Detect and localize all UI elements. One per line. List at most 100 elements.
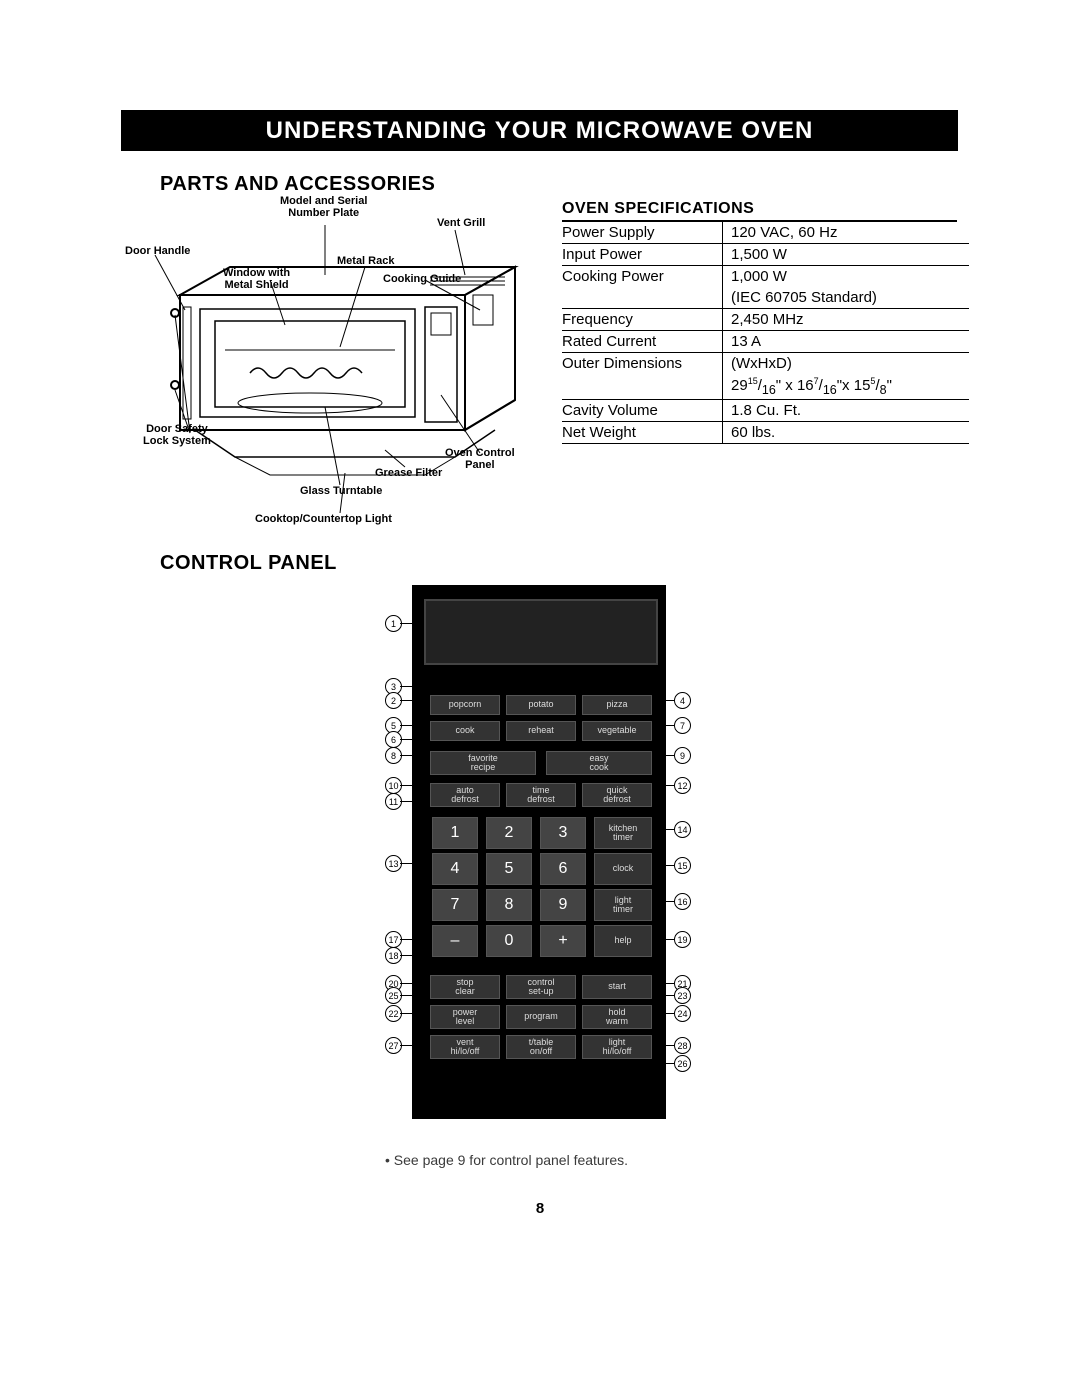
callout-9: 9: [674, 747, 691, 764]
control-panel: popcorn potato pizza cook reheat vegetable fav…: [412, 585, 666, 1119]
key--[interactable]: +: [540, 925, 586, 957]
callout-line: [662, 865, 674, 866]
label-grease-filter: Grease Filter: [375, 467, 442, 479]
callout-12: 12: [674, 777, 691, 794]
callout-4: 4: [674, 692, 691, 709]
button-vegetable[interactable]: vegetable: [582, 721, 652, 741]
key-1[interactable]: 1: [432, 817, 478, 849]
spec-val: (IEC 60705 Standard): [723, 287, 970, 309]
spec-key: Power Supply: [562, 222, 723, 244]
spec-val: (WxHxD): [723, 353, 970, 375]
button-power-level[interactable]: powerlevel: [430, 1005, 500, 1029]
spec-val: 60 lbs.: [723, 422, 970, 444]
callout-15: 15: [674, 857, 691, 874]
key-7[interactable]: 7: [432, 889, 478, 921]
spec-key: Frequency: [562, 309, 723, 331]
button-favorite-recipe[interactable]: favoriterecipe: [430, 751, 536, 775]
callout-line: [400, 801, 416, 802]
spec-val: 1.8 Cu. Ft.: [723, 400, 970, 422]
button-start[interactable]: start: [582, 975, 652, 999]
button-t-table-on-off[interactable]: t/tableon/off: [506, 1035, 576, 1059]
heading-control: CONTROL PANEL: [160, 552, 337, 575]
callout-16: 16: [674, 893, 691, 910]
button-kitchen-timer[interactable]: kitchentimer: [594, 817, 652, 849]
button-control-set-up[interactable]: controlset-up: [506, 975, 576, 999]
key-6[interactable]: 6: [540, 853, 586, 885]
callout-line: [662, 785, 674, 786]
button-program[interactable]: program: [506, 1005, 576, 1029]
button-easy-cook[interactable]: easycook: [546, 751, 652, 775]
control-panel-figure: popcorn potato pizza cook reheat vegetable fav…: [385, 585, 691, 1125]
callout-line: [400, 939, 416, 940]
callout-7: 7: [674, 717, 691, 734]
page-header: UNDERSTANDING YOUR MICROWAVE OVEN: [121, 110, 958, 151]
label-model-plate: Model and SerialNumber Plate: [280, 195, 367, 219]
heading-specs: OVEN SPECIFICATIONS: [562, 200, 754, 218]
callout-line: [662, 725, 674, 726]
page-number: 8: [0, 1200, 1080, 1217]
callout-line: [400, 623, 416, 624]
key-5[interactable]: 5: [486, 853, 532, 885]
spec-key: Outer Dimensions: [562, 353, 723, 375]
button-clock[interactable]: clock: [594, 853, 652, 885]
callout-line: [400, 1045, 416, 1046]
callout-line: [662, 829, 674, 830]
spec-key: Rated Current: [562, 331, 723, 353]
control-panel-footnote: • See page 9 for control panel features.: [385, 1152, 628, 1168]
panel-display: [424, 599, 658, 665]
button-stop-clear[interactable]: stopclear: [430, 975, 500, 999]
button-quick-defrost[interactable]: quickdefrost: [582, 783, 652, 807]
label-vent-grill: Vent Grill: [437, 217, 485, 229]
label-door-safety: Door SafetyLock System: [143, 423, 211, 447]
callout-line: [400, 725, 416, 726]
callout-line: [400, 1013, 416, 1014]
button-reheat[interactable]: reheat: [506, 721, 576, 741]
label-metal-rack: Metal Rack: [337, 255, 394, 267]
callout-line: [400, 863, 416, 864]
button-potato[interactable]: potato: [506, 695, 576, 715]
spec-key: Cooking Power: [562, 266, 723, 288]
callout-line: [662, 1013, 674, 1014]
button-cook[interactable]: cook: [430, 721, 500, 741]
callout-line: [400, 739, 416, 740]
button-pizza[interactable]: pizza: [582, 695, 652, 715]
button-hold-warm[interactable]: holdwarm: [582, 1005, 652, 1029]
callout-26: 26: [674, 1055, 691, 1072]
spec-val: 2,450 MHz: [723, 309, 970, 331]
key-0[interactable]: 0: [486, 925, 532, 957]
button-light-hi-lo-off[interactable]: lighthi/lo/off: [582, 1035, 652, 1059]
button-auto-defrost[interactable]: autodefrost: [430, 783, 500, 807]
button-vent-hi-lo-off[interactable]: venthi/lo/off: [430, 1035, 500, 1059]
button-popcorn[interactable]: popcorn: [430, 695, 500, 715]
button-light-timer[interactable]: lighttimer: [594, 889, 652, 921]
button-time-defrost[interactable]: timedefrost: [506, 783, 576, 807]
label-oven-control: Oven ControlPanel: [445, 447, 515, 471]
key--[interactable]: –: [432, 925, 478, 957]
callout-line: [400, 995, 416, 996]
key-3[interactable]: 3: [540, 817, 586, 849]
spec-val: 13 A: [723, 331, 970, 353]
callout-line: [662, 1063, 674, 1064]
spec-val: 2915/16" x 167/16"x 155/8": [723, 374, 970, 400]
button-help[interactable]: help: [594, 925, 652, 957]
key-2[interactable]: 2: [486, 817, 532, 849]
spec-key: [562, 287, 723, 309]
spec-val: 1,500 W: [723, 244, 970, 266]
key-4[interactable]: 4: [432, 853, 478, 885]
key-8[interactable]: 8: [486, 889, 532, 921]
callout-line: [662, 700, 674, 701]
spec-key: Input Power: [562, 244, 723, 266]
callout-line: [662, 1045, 674, 1046]
callout-23: 23: [674, 987, 691, 1004]
label-glass-turntable: Glass Turntable: [300, 485, 382, 497]
label-cooktop-light: Cooktop/Countertop Light: [255, 513, 392, 525]
callout-19: 19: [674, 931, 691, 948]
key-9[interactable]: 9: [540, 889, 586, 921]
spec-val: 120 VAC, 60 Hz: [723, 222, 970, 244]
callout-line: [400, 700, 416, 701]
microwave-diagram: Model and SerialNumber Plate Vent Grill …: [125, 195, 560, 525]
label-door-handle: Door Handle: [125, 245, 190, 257]
label-window: Window withMetal Shield: [223, 267, 290, 291]
callout-28: 28: [674, 1037, 691, 1054]
callout-line: [400, 785, 416, 786]
